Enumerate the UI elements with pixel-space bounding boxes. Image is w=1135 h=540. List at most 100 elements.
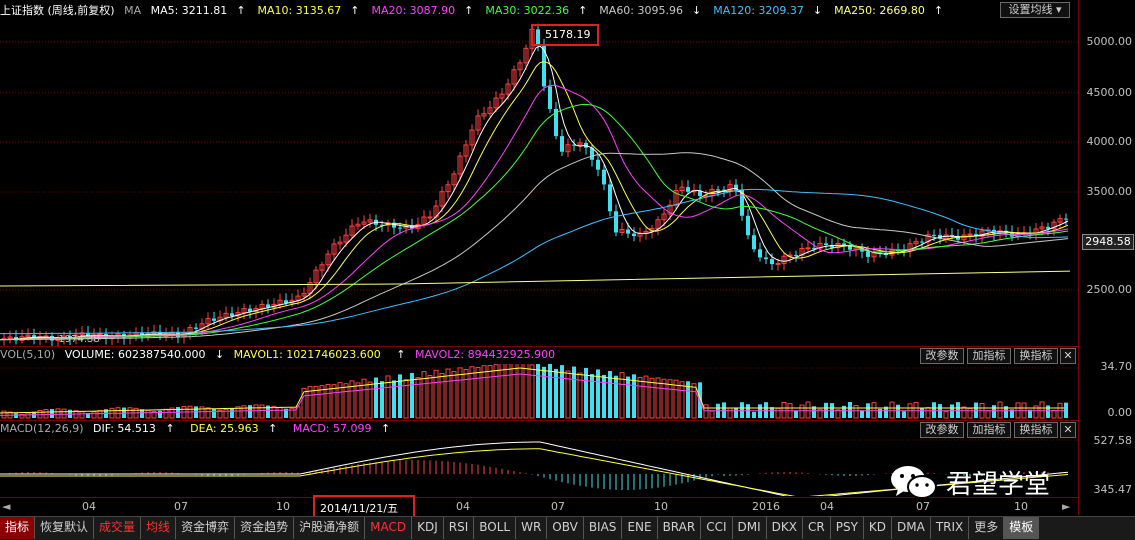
tab-10[interactable]: BOLL [474,517,517,539]
chart-title: 上证指数 (周线,前复权) [0,4,115,17]
ma-settings-button[interactable]: 设置均线 ▾ [1000,2,1070,18]
tab-23[interactable]: TRIX [931,517,970,539]
volume-bar [764,402,768,418]
volume-bar [1,410,7,419]
volume-bar [1010,409,1014,418]
tab-9[interactable]: RSI [444,517,475,539]
macd-close-icon[interactable]: ✕ [1060,422,1076,438]
volume-bar [577,372,583,419]
candle-body [398,227,402,229]
tab-22[interactable]: DMA [892,517,931,539]
tab-7[interactable]: MACD [365,517,413,539]
volume-bar [614,375,618,418]
volume-bar [896,404,900,418]
ma-label: MA60: 3095.96 [599,4,683,17]
x-axis-label: 10 [1014,500,1028,513]
candle-body [301,292,307,297]
tab-1[interactable]: 恢复默认 [35,517,95,539]
tab-8[interactable]: KDJ [412,517,444,539]
volume-change-params-button[interactable]: 改参数 [920,348,964,364]
tab-3[interactable]: 均线 [141,517,177,539]
scroll-right-button[interactable]: ► [1062,500,1071,513]
ma-label: MA10: 3135.67 [257,4,342,17]
candle-body [194,327,198,329]
tab-18[interactable]: DKX [767,517,803,539]
tab-4[interactable]: 资金博弈 [176,517,236,539]
x-axis-label: 10 [276,500,290,513]
candle-body [794,255,798,257]
ma-arrow: ↑ [236,4,246,17]
tab-24[interactable]: 更多 [969,517,1005,539]
candle-body [554,108,558,137]
volume-bar [199,406,205,419]
tab-6[interactable]: 沪股通净额 [294,517,366,539]
volume-bar [230,408,234,418]
volume-bar [722,402,726,418]
candle-body [590,147,594,160]
volume-bar [475,366,481,419]
volume-bar [277,406,283,419]
tab-11[interactable]: WR [516,517,548,539]
volume-bar [421,371,427,419]
tab-20[interactable]: PSY [831,517,864,539]
volume-bar [992,405,996,418]
watermark-text: 君望学堂 [946,469,1051,500]
ma-label: MA5: 3211.81 [150,4,228,17]
ma-arrow: ↓ [812,4,823,17]
tab-5[interactable]: 资金趋势 [235,517,295,539]
volume-title: VOL(5,10) [0,348,56,361]
candle-body [463,144,469,157]
ma-label: MA120: 3209.37 [713,4,804,17]
candle-body [602,169,606,185]
candle-body [266,304,270,308]
macd-change-params-button[interactable]: 改参数 [920,422,964,438]
volume-bar [337,382,343,419]
volume-bar [163,408,169,419]
tab-2[interactable]: 成交量 [94,517,142,539]
tab-14[interactable]: ENE [622,517,658,539]
cursor-date: 2014/11/21/五 [320,500,399,516]
candle-body [25,334,31,338]
ma10-line [0,61,1069,341]
tab-12[interactable]: OBV [547,517,584,539]
macd-swap-indicator-button[interactable]: 换指标 [1014,422,1058,438]
tab-21[interactable]: KD [864,517,893,539]
candle-body [560,136,564,152]
current-price-label: 2948.58 [1082,234,1134,250]
volume-bar [920,407,924,418]
volume-add-indicator-button[interactable]: 加指标 [967,348,1011,364]
volume-bar [410,372,414,418]
mavol2-arrow: ↑ [396,348,406,361]
candle-body [427,216,433,219]
candlestick-chart [0,23,1078,347]
volume-close-icon[interactable]: ✕ [1060,348,1076,364]
mavol1-line [0,367,1064,414]
tab-15[interactable]: BRAR [658,517,702,539]
volume-bar [367,381,373,419]
candle-body [974,234,978,237]
tab-25[interactable]: 模板 [1004,517,1040,539]
macd-add-indicator-button[interactable]: 加指标 [967,422,1011,438]
volume-bar [319,385,325,419]
tab-17[interactable]: DMI [733,517,767,539]
macd-text: MACD: 57.099 [292,422,372,435]
scroll-left-button[interactable]: ◄ [2,500,11,513]
x-axis-label: 04 [820,500,834,513]
tab-0[interactable]: 指标 [0,517,36,539]
volume-bar [596,369,600,418]
tab-16[interactable]: CCI [701,517,733,539]
ma-label: MA250: 2669.80 [834,4,925,17]
ma-arrow: ↑ [933,4,944,17]
ma-settings-label: 设置均线 [1008,3,1053,16]
volume-bar [241,405,247,419]
tab-19[interactable]: CR [803,517,831,539]
volume-swap-indicator-button[interactable]: 换指标 [1014,348,1058,364]
volume-bar [253,404,259,419]
candle-body [584,142,588,148]
volume-y-tick: 0.00 [1107,406,1133,419]
ma-value: MA20: 3087.90 ↑ [371,4,479,17]
candle-body [667,204,673,215]
tab-13[interactable]: BIAS [584,517,623,539]
candle-body [499,93,505,99]
volume-bar [925,407,931,419]
